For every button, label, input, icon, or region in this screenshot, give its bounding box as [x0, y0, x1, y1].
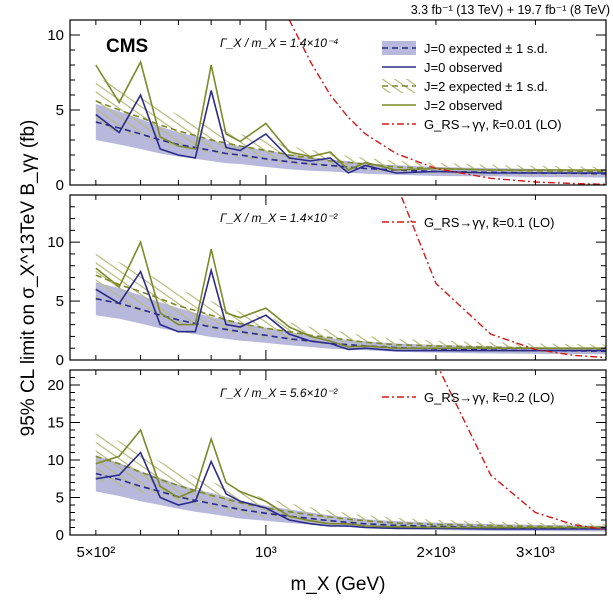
- x-axis-label: m_X (GeV): [290, 574, 385, 595]
- grs-model-line: [288, 20, 606, 185]
- j0-observed-line: [95, 90, 606, 174]
- y-tick-label: 10: [47, 234, 64, 251]
- legend-swatch: [382, 79, 416, 93]
- j0-observed-line: [95, 267, 606, 352]
- width-ratio-label: Γ_X / m_X = 5.6×10⁻²: [220, 386, 338, 400]
- j2-observed-line: [95, 428, 606, 529]
- y-tick-label: 5: [56, 102, 64, 119]
- grs-model-line: [438, 370, 606, 531]
- legend-label: G_RS→γγ, k̃=0.2 (LO): [424, 390, 554, 405]
- j0-expected-band: [95, 455, 606, 532]
- width-ratio-label: Γ_X / m_X = 1.4×10⁻⁴: [220, 36, 338, 50]
- j0-observed-line: [95, 451, 606, 530]
- grs-model-line: [400, 195, 606, 359]
- x-tick-label: 5×10²: [76, 544, 115, 561]
- j0-expected-band: [95, 104, 606, 178]
- legend-label: J=0 expected ± 1 s.d.: [424, 41, 548, 56]
- panel-middle: 0 5 10 Γ_X / m_X = 1.4×10⁻² G_RS→γγ, k̃=0.1 …: [47, 194, 607, 369]
- y-tick-label: 5: [56, 293, 64, 310]
- experiment-label: CMS: [106, 36, 148, 57]
- legend-swatch: [382, 41, 416, 55]
- j0-expected-band: [95, 282, 606, 355]
- x-tick-label: 2×10³: [417, 544, 456, 561]
- legend-label: J=2 expected ± 1 s.d.: [424, 79, 548, 94]
- j2-observed-line: [95, 239, 606, 350]
- legend-label: J=2 observed: [424, 98, 502, 113]
- panel-bottom: 0 5 10 15 20 Γ_X / m_X = 5.6×10⁻² G_RS→γγ, k̃=…: [47, 369, 607, 561]
- legend-label: G_RS→γγ, k̃=0.1 (LO): [424, 215, 554, 230]
- panel-top: 0 5 10 Γ_X / m_X = 1.4×10⁻⁴ J=0 expected ± 1…: [47, 19, 607, 194]
- y-tick-label: 10: [47, 452, 64, 469]
- j2-expected-band: [95, 251, 606, 353]
- j2-expected-band: [95, 432, 606, 531]
- j2-expected-line: [95, 455, 606, 528]
- y-tick-label: 20: [47, 377, 64, 394]
- x-tick-label: 10³: [255, 544, 277, 561]
- x-tick-label: 3×10³: [516, 544, 555, 561]
- panel-frame: [69, 19, 607, 186]
- y-tick-label: 0: [56, 352, 64, 369]
- y-tick-label: 10: [47, 27, 64, 44]
- luminosity-label: 3.3 fb⁻¹ (13 TeV) + 19.7 fb⁻¹ (8 TeV): [411, 3, 610, 17]
- y-tick-label: 15: [47, 415, 64, 432]
- y-tick-label: 0: [56, 527, 64, 544]
- legend-label: G_RS→γγ, k̃=0.01 (LO): [424, 117, 562, 132]
- y-axis-label: 95% CL limit on σ_X^13TeV B_γγ (fb): [18, 120, 39, 437]
- j2-observed-line: [95, 59, 606, 171]
- y-tick-label: 0: [56, 177, 64, 194]
- j2-expected-line: [95, 274, 606, 350]
- y-tick-label: 5: [56, 490, 64, 507]
- legend-label: J=0 observed: [424, 60, 502, 75]
- width-ratio-label: Γ_X / m_X = 1.4×10⁻²: [220, 211, 338, 225]
- j2-expected-band: [95, 77, 606, 176]
